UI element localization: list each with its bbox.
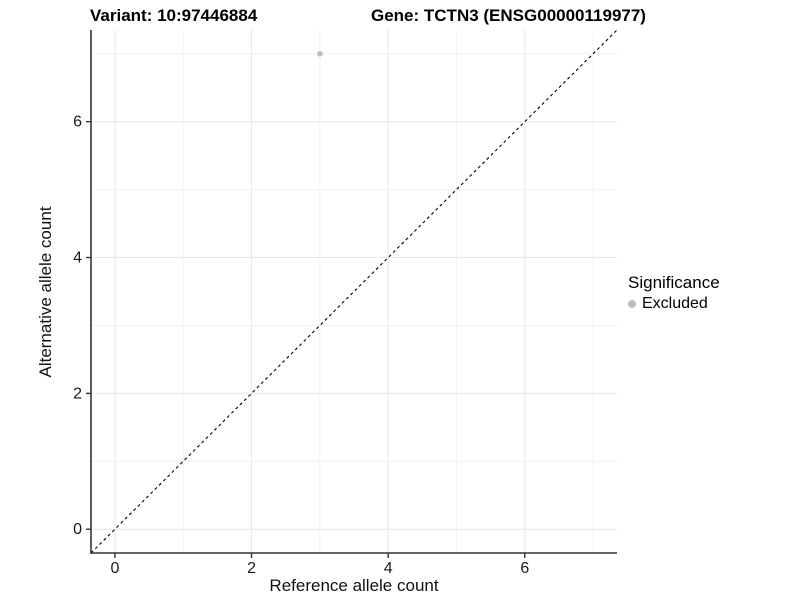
legend-entry-label: Excluded [642, 295, 708, 312]
y-tick-label: 0 [73, 521, 82, 538]
legend-title: Significance [628, 273, 720, 292]
x-tick-label: 0 [110, 560, 119, 577]
x-axis-title: Reference allele count [269, 576, 439, 595]
x-tick-label: 4 [384, 560, 393, 577]
y-tick-label: 4 [73, 250, 82, 267]
data-point [317, 50, 323, 57]
x-tick-label: 2 [247, 560, 256, 577]
y-tick-label: 2 [73, 385, 82, 402]
legend-entry-excluded: Excluded [628, 295, 720, 313]
excluded-point-swatch-icon [628, 300, 636, 308]
y-tick-label: 6 [73, 114, 82, 131]
legend: Significance Excluded [628, 273, 720, 313]
y-axis-title: Alternative allele count [36, 206, 55, 378]
gene-title: Gene: TCTN3 (ENSG00000119977) [371, 6, 646, 25]
variant-title: Variant: 10:97446884 [90, 6, 258, 25]
identity-line [90, 29, 618, 554]
x-tick-label: 6 [520, 560, 529, 577]
